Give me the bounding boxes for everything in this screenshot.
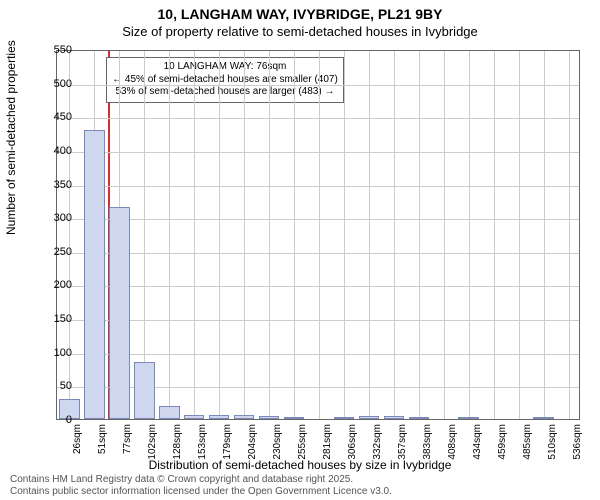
xtick-label: 306sqm (347, 424, 358, 468)
histogram-bar (234, 415, 254, 419)
ytick-label: 450 (42, 111, 72, 123)
histogram-bar (384, 416, 404, 419)
xtick-label: 128sqm (172, 424, 183, 468)
ytick-label: 0 (42, 414, 72, 426)
gridline-h (57, 286, 579, 287)
histogram-bar (209, 415, 229, 419)
xtick-label: 459sqm (497, 424, 508, 468)
fineprint-line1: Contains HM Land Registry data © Crown c… (10, 474, 392, 486)
gridline-v (219, 51, 220, 419)
xtick-label: 77sqm (122, 424, 133, 468)
xtick-label: 102sqm (147, 424, 158, 468)
xtick-label: 255sqm (297, 424, 308, 468)
annotation-line1: 10 LANGHAM WAY: 76sqm (112, 61, 338, 74)
ytick-label: 400 (42, 145, 72, 157)
gridline-v (519, 51, 520, 419)
xtick-label: 485sqm (522, 424, 533, 468)
gridline-v (319, 51, 320, 419)
fineprint: Contains HM Land Registry data © Crown c… (10, 474, 392, 498)
xtick-label: 51sqm (97, 424, 108, 468)
plot-area: 10 LANGHAM WAY: 76sqm ← 45% of semi-deta… (56, 50, 580, 420)
xtick-label: 26sqm (72, 424, 83, 468)
histogram-bar (84, 130, 104, 419)
gridline-h (57, 186, 579, 187)
gridline-v (269, 51, 270, 419)
histogram-bar (533, 417, 553, 419)
xtick-label: 536sqm (572, 424, 583, 468)
histogram-bar (334, 417, 354, 419)
histogram-bar (259, 416, 279, 419)
histogram-bar (109, 207, 129, 419)
xtick-label: 281sqm (322, 424, 333, 468)
xtick-label: 204sqm (247, 424, 258, 468)
ytick-label: 500 (42, 78, 72, 90)
xtick-label: 408sqm (447, 424, 458, 468)
histogram-bar (184, 415, 204, 419)
xtick-label: 153sqm (197, 424, 208, 468)
gridline-v (544, 51, 545, 419)
gridline-v (294, 51, 295, 419)
ytick-label: 150 (42, 313, 72, 325)
gridline-v (394, 51, 395, 419)
ytick-label: 50 (42, 380, 72, 392)
gridline-v (444, 51, 445, 419)
histogram-bar (409, 417, 429, 419)
xtick-label: 510sqm (547, 424, 558, 468)
histogram-bar (159, 406, 179, 419)
gridline-h (57, 85, 579, 86)
ytick-label: 100 (42, 347, 72, 359)
xtick-label: 357sqm (397, 424, 408, 468)
y-axis-label: Number of semi-detached properties (4, 40, 18, 235)
annotation-box: 10 LANGHAM WAY: 76sqm ← 45% of semi-deta… (106, 57, 344, 103)
gridline-v (369, 51, 370, 419)
chart-container: 10, LANGHAM WAY, IVYBRIDGE, PL21 9BY Siz… (0, 0, 600, 500)
ytick-label: 350 (42, 179, 72, 191)
histogram-bar (458, 417, 478, 419)
gridline-h (57, 320, 579, 321)
gridline-v (244, 51, 245, 419)
gridline-v (69, 51, 70, 419)
gridline-h (57, 354, 579, 355)
ytick-label: 550 (42, 44, 72, 56)
gridline-v (169, 51, 170, 419)
gridline-v (194, 51, 195, 419)
gridline-v (344, 51, 345, 419)
gridline-h (57, 219, 579, 220)
xtick-label: 383sqm (422, 424, 433, 468)
histogram-bar (359, 416, 379, 419)
xtick-label: 179sqm (222, 424, 233, 468)
ytick-label: 200 (42, 279, 72, 291)
ytick-label: 250 (42, 246, 72, 258)
chart-title-main: 10, LANGHAM WAY, IVYBRIDGE, PL21 9BY (0, 0, 600, 22)
gridline-h (57, 118, 579, 119)
gridline-h (57, 152, 579, 153)
fineprint-line2: Contains public sector information licen… (10, 486, 392, 498)
histogram-bar (284, 417, 304, 419)
gridline-v (469, 51, 470, 419)
chart-title-sub: Size of property relative to semi-detach… (0, 22, 600, 39)
xtick-label: 230sqm (272, 424, 283, 468)
xtick-label: 434sqm (472, 424, 483, 468)
ytick-label: 300 (42, 212, 72, 224)
gridline-v (569, 51, 570, 419)
gridline-v (494, 51, 495, 419)
annotation-line3: 53% of semi-detached houses are larger (… (112, 86, 338, 99)
gridline-h (57, 253, 579, 254)
histogram-bar (134, 362, 154, 419)
gridline-v (419, 51, 420, 419)
xtick-label: 332sqm (372, 424, 383, 468)
